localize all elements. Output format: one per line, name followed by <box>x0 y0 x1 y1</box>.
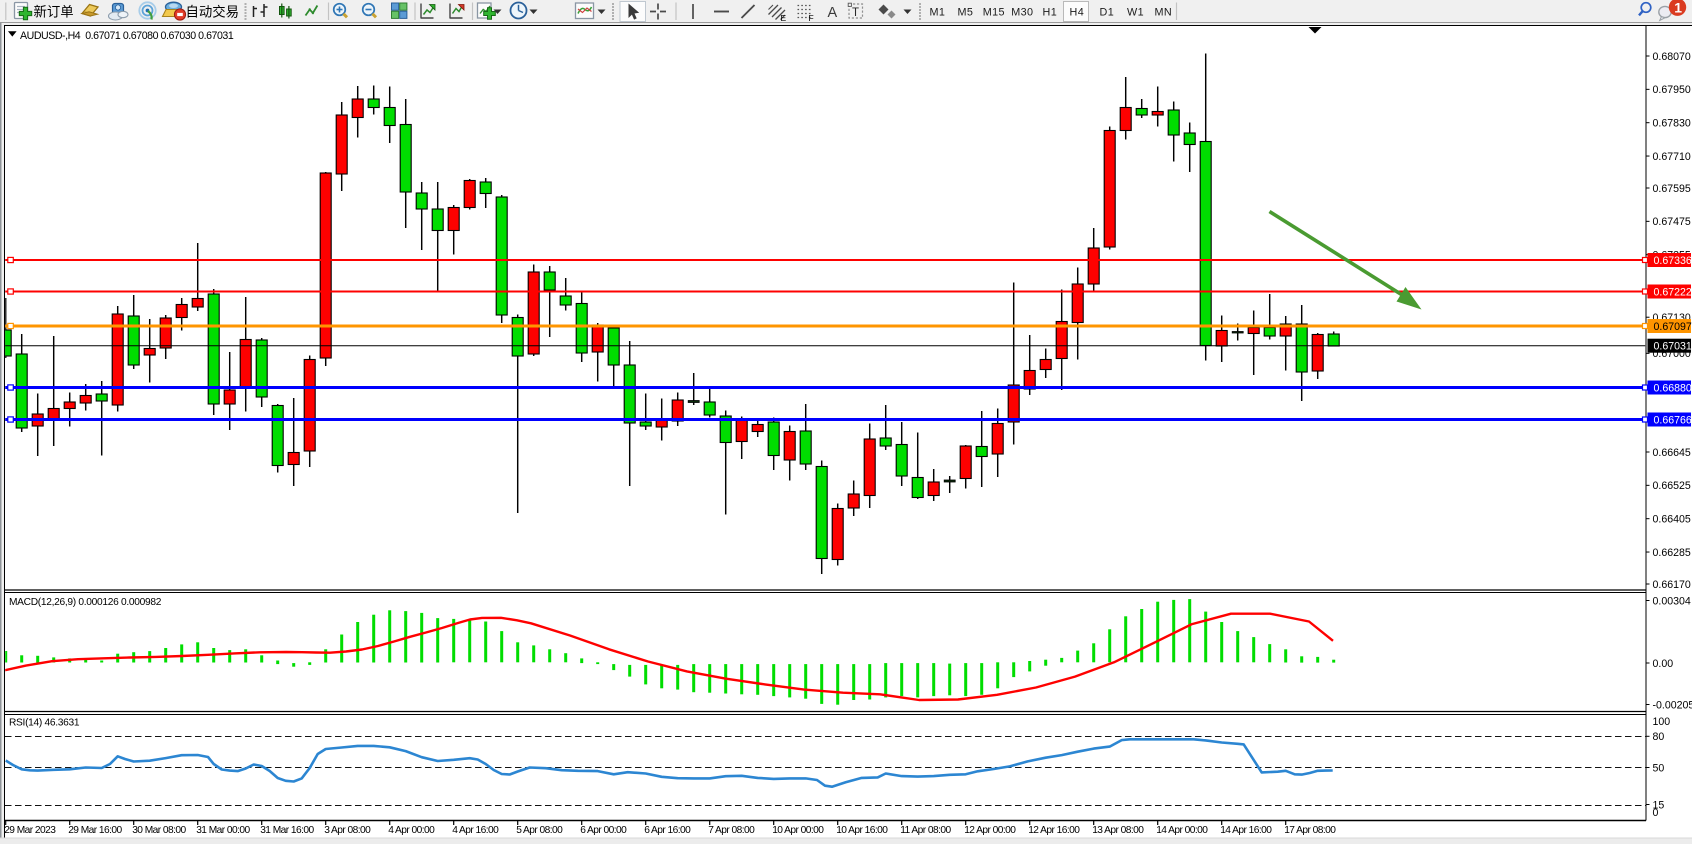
svg-text:0.66766: 0.66766 <box>1654 415 1692 427</box>
svg-text:4 Apr 00:00: 4 Apr 00:00 <box>388 825 435 836</box>
svg-text:80: 80 <box>1653 731 1665 743</box>
svg-text:13 Apr 08:00: 13 Apr 08:00 <box>1092 825 1144 836</box>
svg-text:自动交易: 自动交易 <box>186 4 240 20</box>
svg-text:10 Apr 00:00: 10 Apr 00:00 <box>772 825 824 836</box>
svg-text:E: E <box>781 13 787 23</box>
svg-text:0.67595: 0.67595 <box>1653 183 1691 195</box>
svg-text:50: 50 <box>1653 762 1665 774</box>
svg-text:7 Apr 08:00: 7 Apr 08:00 <box>708 825 755 836</box>
svg-text:-0.00205: -0.00205 <box>1653 699 1692 711</box>
svg-text:0.67475: 0.67475 <box>1653 216 1691 228</box>
svg-text:T: T <box>852 7 859 19</box>
svg-text:M30: M30 <box>1011 7 1033 19</box>
svg-text:0.68070: 0.68070 <box>1653 51 1691 63</box>
svg-text:14 Apr 00:00: 14 Apr 00:00 <box>1156 825 1208 836</box>
svg-text:0: 0 <box>1653 807 1659 819</box>
svg-text:31 Mar 00:00: 31 Mar 00:00 <box>196 825 250 836</box>
svg-text:0.67830: 0.67830 <box>1653 117 1691 129</box>
svg-text:MACD(12,26,9) 0.000126 0.00098: MACD(12,26,9) 0.000126 0.000982 <box>9 597 162 608</box>
svg-text:12 Apr 00:00: 12 Apr 00:00 <box>964 825 1016 836</box>
svg-text:0.67336: 0.67336 <box>1654 255 1692 267</box>
svg-text:0.66645: 0.66645 <box>1653 447 1691 459</box>
svg-text:6 Apr 16:00: 6 Apr 16:00 <box>644 825 691 836</box>
svg-text:17 Apr 08:00: 17 Apr 08:00 <box>1284 825 1336 836</box>
svg-text:F: F <box>809 13 814 23</box>
svg-text:M15: M15 <box>983 7 1005 19</box>
svg-text:W1: W1 <box>1127 7 1144 19</box>
svg-text:MN: MN <box>1155 7 1173 19</box>
svg-text:30 Mar 08:00: 30 Mar 08:00 <box>132 825 186 836</box>
svg-text:10 Apr 16:00: 10 Apr 16:00 <box>836 825 888 836</box>
svg-text:12 Apr 16:00: 12 Apr 16:00 <box>1028 825 1080 836</box>
svg-text:3 Apr 08:00: 3 Apr 08:00 <box>324 825 371 836</box>
svg-text:100: 100 <box>1653 716 1671 728</box>
svg-text:4 Apr 16:00: 4 Apr 16:00 <box>452 825 499 836</box>
svg-text:11 Apr 08:00: 11 Apr 08:00 <box>900 825 951 836</box>
svg-text:H1: H1 <box>1043 7 1058 19</box>
svg-text:31 Mar 16:00: 31 Mar 16:00 <box>260 825 314 836</box>
svg-text:M5: M5 <box>958 7 974 19</box>
svg-text:0.66880: 0.66880 <box>1654 383 1692 395</box>
svg-text:0.67710: 0.67710 <box>1653 151 1691 163</box>
svg-text:H4: H4 <box>1070 7 1085 19</box>
svg-text:0.66170: 0.66170 <box>1653 579 1691 591</box>
svg-text:0.66525: 0.66525 <box>1653 480 1691 492</box>
svg-text:1: 1 <box>1674 0 1682 16</box>
svg-text:A: A <box>828 5 838 21</box>
svg-text:14 Apr 16:00: 14 Apr 16:00 <box>1220 825 1272 836</box>
svg-text:0.67950: 0.67950 <box>1653 84 1691 96</box>
svg-text:0.67222: 0.67222 <box>1654 287 1692 299</box>
svg-text:0.66285: 0.66285 <box>1653 547 1691 559</box>
svg-text:5 Apr 08:00: 5 Apr 08:00 <box>516 825 563 836</box>
svg-text:AUDUSD-,H4 0.67071 0.67080 0.: AUDUSD-,H4 0.67071 0.67080 0.67030 0.670… <box>20 30 234 42</box>
svg-text:0.67097: 0.67097 <box>1654 321 1692 333</box>
svg-text:0.66405: 0.66405 <box>1653 513 1691 525</box>
svg-text:0.67031: 0.67031 <box>1654 341 1692 353</box>
svg-text:0.00: 0.00 <box>1653 658 1674 670</box>
svg-text:29 Mar 16:00: 29 Mar 16:00 <box>68 825 122 836</box>
svg-text:0.00304: 0.00304 <box>1653 595 1691 607</box>
svg-text:RSI(14) 46.3631: RSI(14) 46.3631 <box>9 717 80 728</box>
svg-text:新订单: 新订单 <box>34 5 74 20</box>
svg-text:M1: M1 <box>930 7 946 19</box>
svg-text:6 Apr 00:00: 6 Apr 00:00 <box>580 825 627 836</box>
svg-text:D1: D1 <box>1100 7 1115 19</box>
svg-text:29 Mar 2023: 29 Mar 2023 <box>4 825 56 836</box>
